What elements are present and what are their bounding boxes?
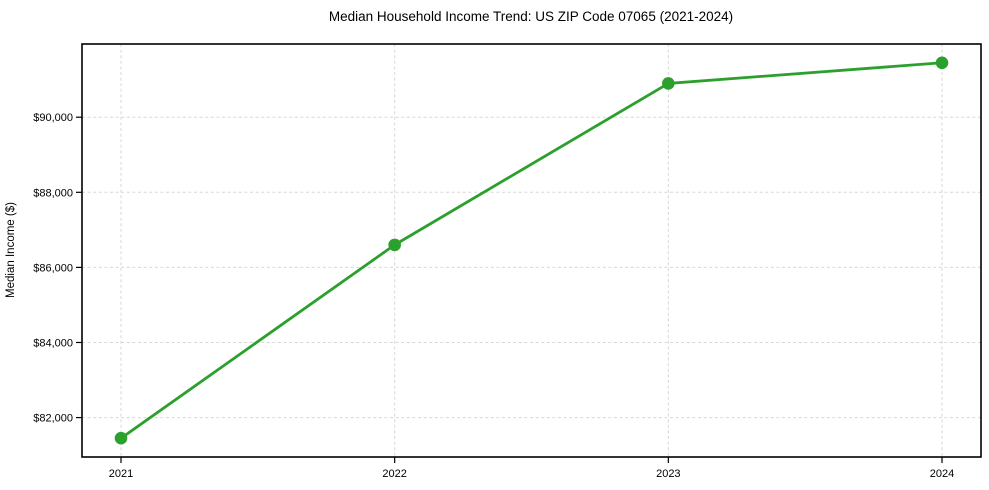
data-point-marker [388, 238, 401, 252]
x-tick-label: 2021 [109, 468, 133, 480]
tick-labels-layer: $82,000 $84,000 $86,000 $88,000 $90,000 2021 2… [33, 112, 954, 480]
y-axis-label: Median Income ($) [5, 202, 17, 298]
y-tick-label: $90,000 [33, 112, 73, 124]
y-tick-label: $86,000 [33, 262, 73, 274]
axes-layer [76, 43, 982, 463]
y-tick-label: $82,000 [33, 413, 73, 425]
data-point-marker [662, 77, 675, 90]
trend-line [119, 61, 944, 440]
data-point-marker [114, 431, 128, 445]
chart-title: Median Household Income Trend: US ZIP Co… [329, 9, 733, 24]
y-tick-label: $88,000 [33, 187, 73, 199]
gridlines [82, 44, 981, 457]
x-tick-label: 2023 [656, 468, 680, 480]
x-tick-label: 2022 [382, 468, 406, 480]
data-series-layer [114, 56, 949, 445]
y-tick-label: $84,000 [33, 337, 73, 349]
data-point-marker [935, 56, 949, 70]
plot-border [81, 43, 982, 458]
x-tick-label: 2024 [930, 468, 954, 480]
